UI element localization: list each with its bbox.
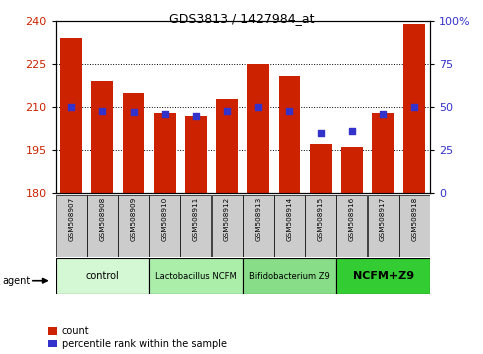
Bar (399, 195, 430, 257)
Text: Bifidobacterium Z9: Bifidobacterium Z9 (249, 272, 330, 281)
Bar (337, 195, 368, 257)
Text: NCFM+Z9: NCFM+Z9 (353, 271, 413, 281)
Text: Lactobacillus NCFM: Lactobacillus NCFM (155, 272, 237, 281)
Point (285, 108, 293, 113)
Text: GSM508913: GSM508913 (256, 197, 261, 241)
Text: GSM508910: GSM508910 (162, 197, 168, 241)
Text: GSM508907: GSM508907 (68, 197, 74, 241)
Bar (243, 195, 274, 257)
Text: GSM508911: GSM508911 (193, 197, 199, 241)
Point (411, 104, 418, 110)
Bar (56, 258, 149, 294)
Point (348, 128, 356, 134)
Point (317, 130, 325, 136)
Text: GSM508914: GSM508914 (286, 197, 293, 241)
Bar (403, 24, 425, 193)
Point (192, 113, 200, 119)
Point (255, 104, 262, 110)
Bar (274, 195, 305, 257)
Text: control: control (85, 271, 119, 281)
Legend: count, percentile rank within the sample: count, percentile rank within the sample (48, 326, 227, 349)
Text: GSM508918: GSM508918 (411, 197, 417, 241)
Bar (242, 258, 336, 294)
Point (161, 111, 169, 117)
Bar (247, 64, 269, 193)
Point (223, 108, 231, 113)
Text: GSM508916: GSM508916 (349, 197, 355, 241)
Bar (154, 113, 176, 193)
Bar (216, 98, 238, 193)
Bar (305, 195, 336, 257)
Bar (279, 76, 300, 193)
Bar (123, 93, 144, 193)
Text: GSM508909: GSM508909 (130, 197, 137, 241)
Bar (91, 81, 113, 193)
Text: GDS3813 / 1427984_at: GDS3813 / 1427984_at (169, 12, 314, 25)
Bar (87, 195, 118, 257)
Text: GSM508908: GSM508908 (99, 197, 105, 241)
Bar (372, 113, 394, 193)
Text: GSM508917: GSM508917 (380, 197, 386, 241)
Bar (185, 116, 207, 193)
Bar (336, 258, 430, 294)
Bar (60, 38, 82, 193)
Bar (56, 195, 86, 257)
Bar (341, 147, 363, 193)
Bar (149, 258, 242, 294)
Point (379, 111, 387, 117)
Bar (149, 195, 180, 257)
Text: GSM508912: GSM508912 (224, 197, 230, 241)
Bar (212, 195, 242, 257)
Bar (368, 195, 398, 257)
Point (129, 109, 137, 115)
Bar (181, 195, 212, 257)
Bar (118, 195, 149, 257)
Point (67, 104, 75, 110)
Text: GSM508915: GSM508915 (318, 197, 324, 241)
Text: agent: agent (2, 276, 30, 286)
Point (99, 108, 106, 113)
Bar (310, 144, 332, 193)
